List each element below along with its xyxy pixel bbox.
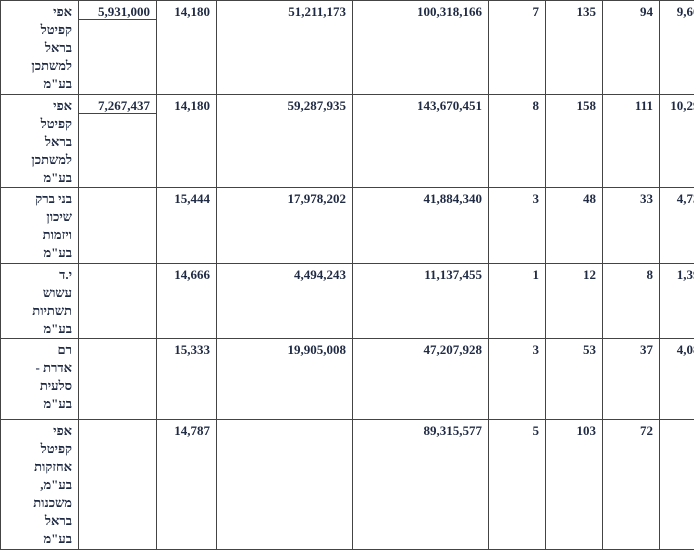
cell-c4: 47,207,928 — [352, 338, 489, 421]
cell-c6: 103 — [545, 419, 603, 550]
cell-c2: 14,787 — [156, 419, 217, 550]
amount-value: 7,267,437 — [79, 95, 156, 114]
cell-c7: 72 — [602, 419, 660, 550]
cell-c3: 19,905,008 — [216, 338, 353, 421]
cell-c8: 10,290 — [659, 93, 694, 189]
cell-c5: 3 — [488, 338, 546, 421]
cell-c6: 158 — [545, 93, 603, 189]
table-row: י.ד עשוש תשתיות בע"מ 14,666 4,494,243 11,137,4… — [0, 262, 694, 340]
amount-value — [78, 187, 157, 264]
company-name-line: תשתיות — [32, 302, 72, 318]
cell-c5: 5 — [488, 419, 546, 550]
cell-c5: 7 — [488, 0, 546, 95]
cell-c4: 143,670,451 — [352, 93, 489, 189]
company-name-line: בע"מ — [43, 245, 72, 261]
company-name-line: בע"מ, — [40, 477, 72, 493]
company-name-line: קפיטל — [40, 115, 72, 131]
cell-c8: 1,395 — [659, 262, 694, 340]
amount-split-cell: 5,931,000 — [78, 0, 157, 95]
cell-c4: 100,318,166 — [352, 0, 489, 95]
cell-c8: 9,601 — [659, 0, 694, 95]
cell-c2: 14,180 — [156, 93, 217, 189]
amount-split-cell: 7,267,437 — [78, 93, 157, 189]
company-name-cell: רם אדרת - סלעית בע"מ — [0, 338, 79, 421]
amount-value — [78, 338, 157, 421]
company-name-line: למשתכן — [31, 151, 72, 167]
company-name-line: בראל — [44, 513, 72, 529]
company-name-line: אפי — [53, 97, 72, 113]
company-name-line: בראל — [44, 133, 72, 149]
cell-c7: 111 — [602, 93, 660, 189]
amount-value — [78, 419, 157, 550]
cell-c2: 14,666 — [156, 262, 217, 340]
cell-c4: 89,315,577 — [352, 419, 489, 550]
cell-c6: 53 — [545, 338, 603, 421]
cell-c8: 4,086 — [659, 338, 694, 421]
cell-c2: 14,180 — [156, 0, 217, 95]
table-row: אפי קפיטל אחזקות בע"מ, משכנות בראל בע"מ 14,787 8… — [0, 419, 694, 550]
cell-c5: 3 — [488, 187, 546, 264]
cell-c3 — [216, 419, 353, 550]
cell-c7: 37 — [602, 338, 660, 421]
cell-c7: 8 — [602, 262, 660, 340]
company-name-line: בע"מ — [43, 76, 72, 91]
company-name-line: ויזמות — [42, 227, 72, 243]
cell-c3: 4,494,243 — [216, 262, 353, 340]
company-name-line: למשתכן — [31, 58, 72, 73]
company-name-line: בע"מ — [43, 531, 72, 547]
cell-c4: 41,884,340 — [352, 187, 489, 264]
company-name-line: אדרת - — [35, 360, 73, 376]
company-name-line: רם — [57, 342, 73, 358]
company-name-line: בראל — [44, 40, 72, 55]
company-name-line: אפי — [53, 423, 72, 439]
company-name-cell: י.ד עשוש תשתיות בע"מ — [0, 262, 79, 340]
cell-c2: 15,333 — [156, 338, 217, 421]
cell-c3: 17,978,202 — [216, 187, 353, 264]
company-name-line: אפי — [53, 4, 72, 19]
company-name-cell: אפי קפיטל בראל למשתכן בע"מ — [0, 0, 79, 95]
cell-c4: 11,137,455 — [352, 262, 489, 340]
company-name-cell: אפי קפיטל אחזקות בע"מ, משכנות בראל בע"מ — [0, 419, 79, 550]
cell-c3: 51,211,173 — [216, 0, 353, 95]
cell-c6: 48 — [545, 187, 603, 264]
amount-value: 5,931,000 — [79, 1, 156, 20]
company-name-line: בע"מ — [43, 320, 72, 336]
company-name-line: קפיטל — [40, 22, 72, 37]
company-name-line: אחזקות — [34, 459, 72, 475]
company-name-cell: בני ברק שיכון ויזמות בע"מ — [0, 187, 79, 264]
table-row: רם אדרת - סלעית בע"מ 15,333 19,905,008 47,207,… — [0, 338, 694, 421]
cell-c6: 135 — [545, 0, 603, 95]
company-name-line: בני ברק — [35, 191, 72, 207]
company-name-line: עשוש — [42, 284, 72, 300]
cell-c7: 33 — [602, 187, 660, 264]
cell-c2: 15,444 — [156, 187, 217, 264]
cell-c8: 4,738 — [659, 187, 694, 264]
table-row: אפי קפיטל בראל למשתכן בע"מ 7,267,437 14,180 59,… — [0, 93, 694, 189]
cell-c7: 94 — [602, 0, 660, 95]
company-name-line: סלעית — [39, 378, 72, 394]
amount-value — [78, 262, 157, 340]
company-name-cell: אפי קפיטל בראל למשתכן בע"מ — [0, 93, 79, 189]
company-name-line: משכנות — [33, 495, 72, 511]
cell-c8 — [659, 419, 694, 550]
cell-c6: 12 — [545, 262, 603, 340]
cell-c5: 1 — [488, 262, 546, 340]
company-name-line: שיכון — [46, 209, 72, 225]
company-name-line: בע"מ — [43, 169, 72, 185]
company-name-line: בע"מ — [43, 396, 72, 412]
company-name-line: י.ד — [59, 266, 72, 282]
table-row: בני ברק שיכון ויזמות בע"מ 15,444 17,978,202 41… — [0, 187, 694, 264]
company-name-line: קפיטל — [40, 441, 72, 457]
cell-c5: 8 — [488, 93, 546, 189]
cell-c3: 59,287,935 — [216, 93, 353, 189]
table-row: אפי קפיטל בראל למשתכן בע"מ 5,931,000 14,180 51,… — [0, 0, 694, 95]
